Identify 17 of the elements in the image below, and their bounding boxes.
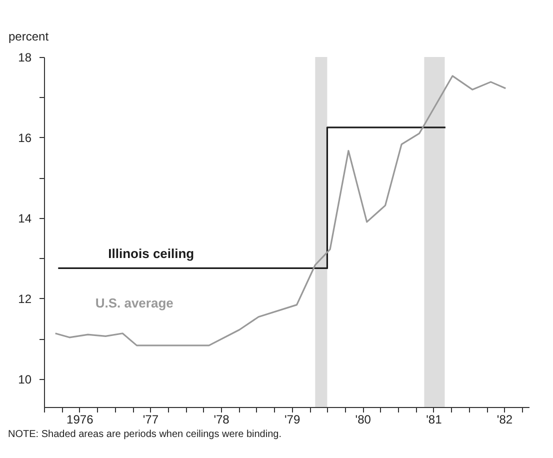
- series-label: Illinois ceiling: [108, 246, 194, 262]
- y-axis-title: percent: [8, 30, 50, 44]
- series-label: U.S. average: [95, 295, 174, 310]
- y-tick-label: 12: [18, 292, 32, 306]
- x-tick-label: '81: [426, 412, 442, 426]
- x-tick-label: '77: [142, 412, 159, 426]
- y-tick-label: 14: [18, 211, 32, 226]
- y-tick-label: 10: [18, 372, 32, 386]
- x-tick-label: '80: [355, 412, 372, 426]
- x-tick-label: '78: [214, 412, 230, 426]
- line-series: [54, 75, 506, 346]
- text: NOTE: Shaded areas are periods when ceilings were binding.: [8, 429, 282, 440]
- y-tick-label: 16: [18, 130, 32, 145]
- x-tick-label: '79: [284, 412, 300, 426]
- y-tick-label: 18: [18, 50, 32, 64]
- x-tick-label: '82: [496, 412, 513, 426]
- x-tick-label: 1976: [66, 412, 94, 426]
